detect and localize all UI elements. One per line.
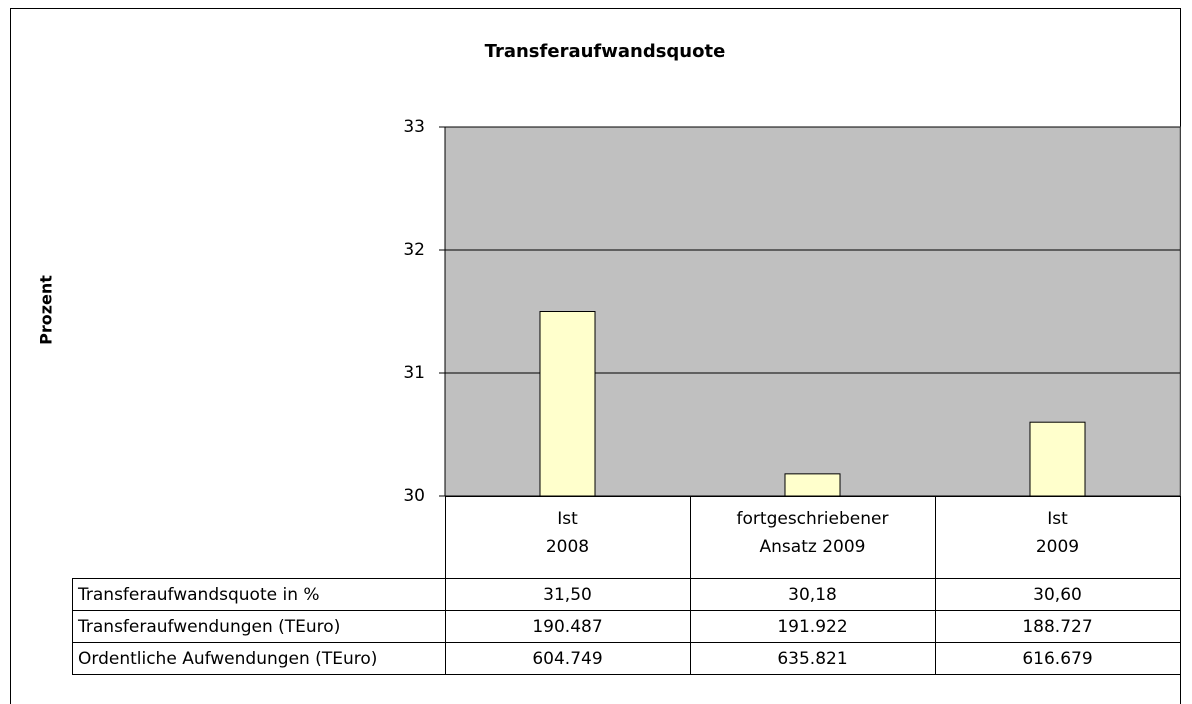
- x-tick-label: 2008: [546, 537, 589, 557]
- table-cell: 191.922: [777, 617, 847, 637]
- x-tick-label: 2009: [1036, 537, 1079, 557]
- bar: [1029, 421, 1086, 497]
- y-tick-label: 30: [403, 486, 425, 506]
- x-tick-label: fortgeschriebener: [737, 509, 889, 529]
- x-tick-label: Ansatz 2009: [760, 537, 866, 557]
- table-row-label: Transferaufwendungen (TEuro): [77, 617, 340, 637]
- table-cell: 30,18: [788, 585, 837, 605]
- chart-title: Transferaufwandsquote: [485, 41, 726, 62]
- table-cell: 30,60: [1033, 585, 1082, 605]
- bar: [784, 473, 841, 497]
- table-cell: 31,50: [543, 585, 592, 605]
- y-tick-label: 31: [403, 363, 425, 383]
- bar: [539, 311, 596, 497]
- x-tick-label: Ist: [1047, 509, 1068, 529]
- table-cell: 604.749: [532, 649, 602, 669]
- table-row-label: Ordentliche Aufwendungen (TEuro): [78, 649, 377, 669]
- y-axis-label: Prozent: [37, 275, 56, 345]
- y-tick-label: 33: [403, 117, 425, 137]
- table-cell: 616.679: [1022, 649, 1092, 669]
- table-cell: 190.487: [532, 617, 602, 637]
- table-cell: 188.727: [1022, 617, 1092, 637]
- table-cell: 635.821: [777, 649, 847, 669]
- table-row-label: Transferaufwandsquote in %: [77, 585, 320, 605]
- y-tick-label: 32: [403, 240, 425, 260]
- x-tick-label: Ist: [557, 509, 578, 529]
